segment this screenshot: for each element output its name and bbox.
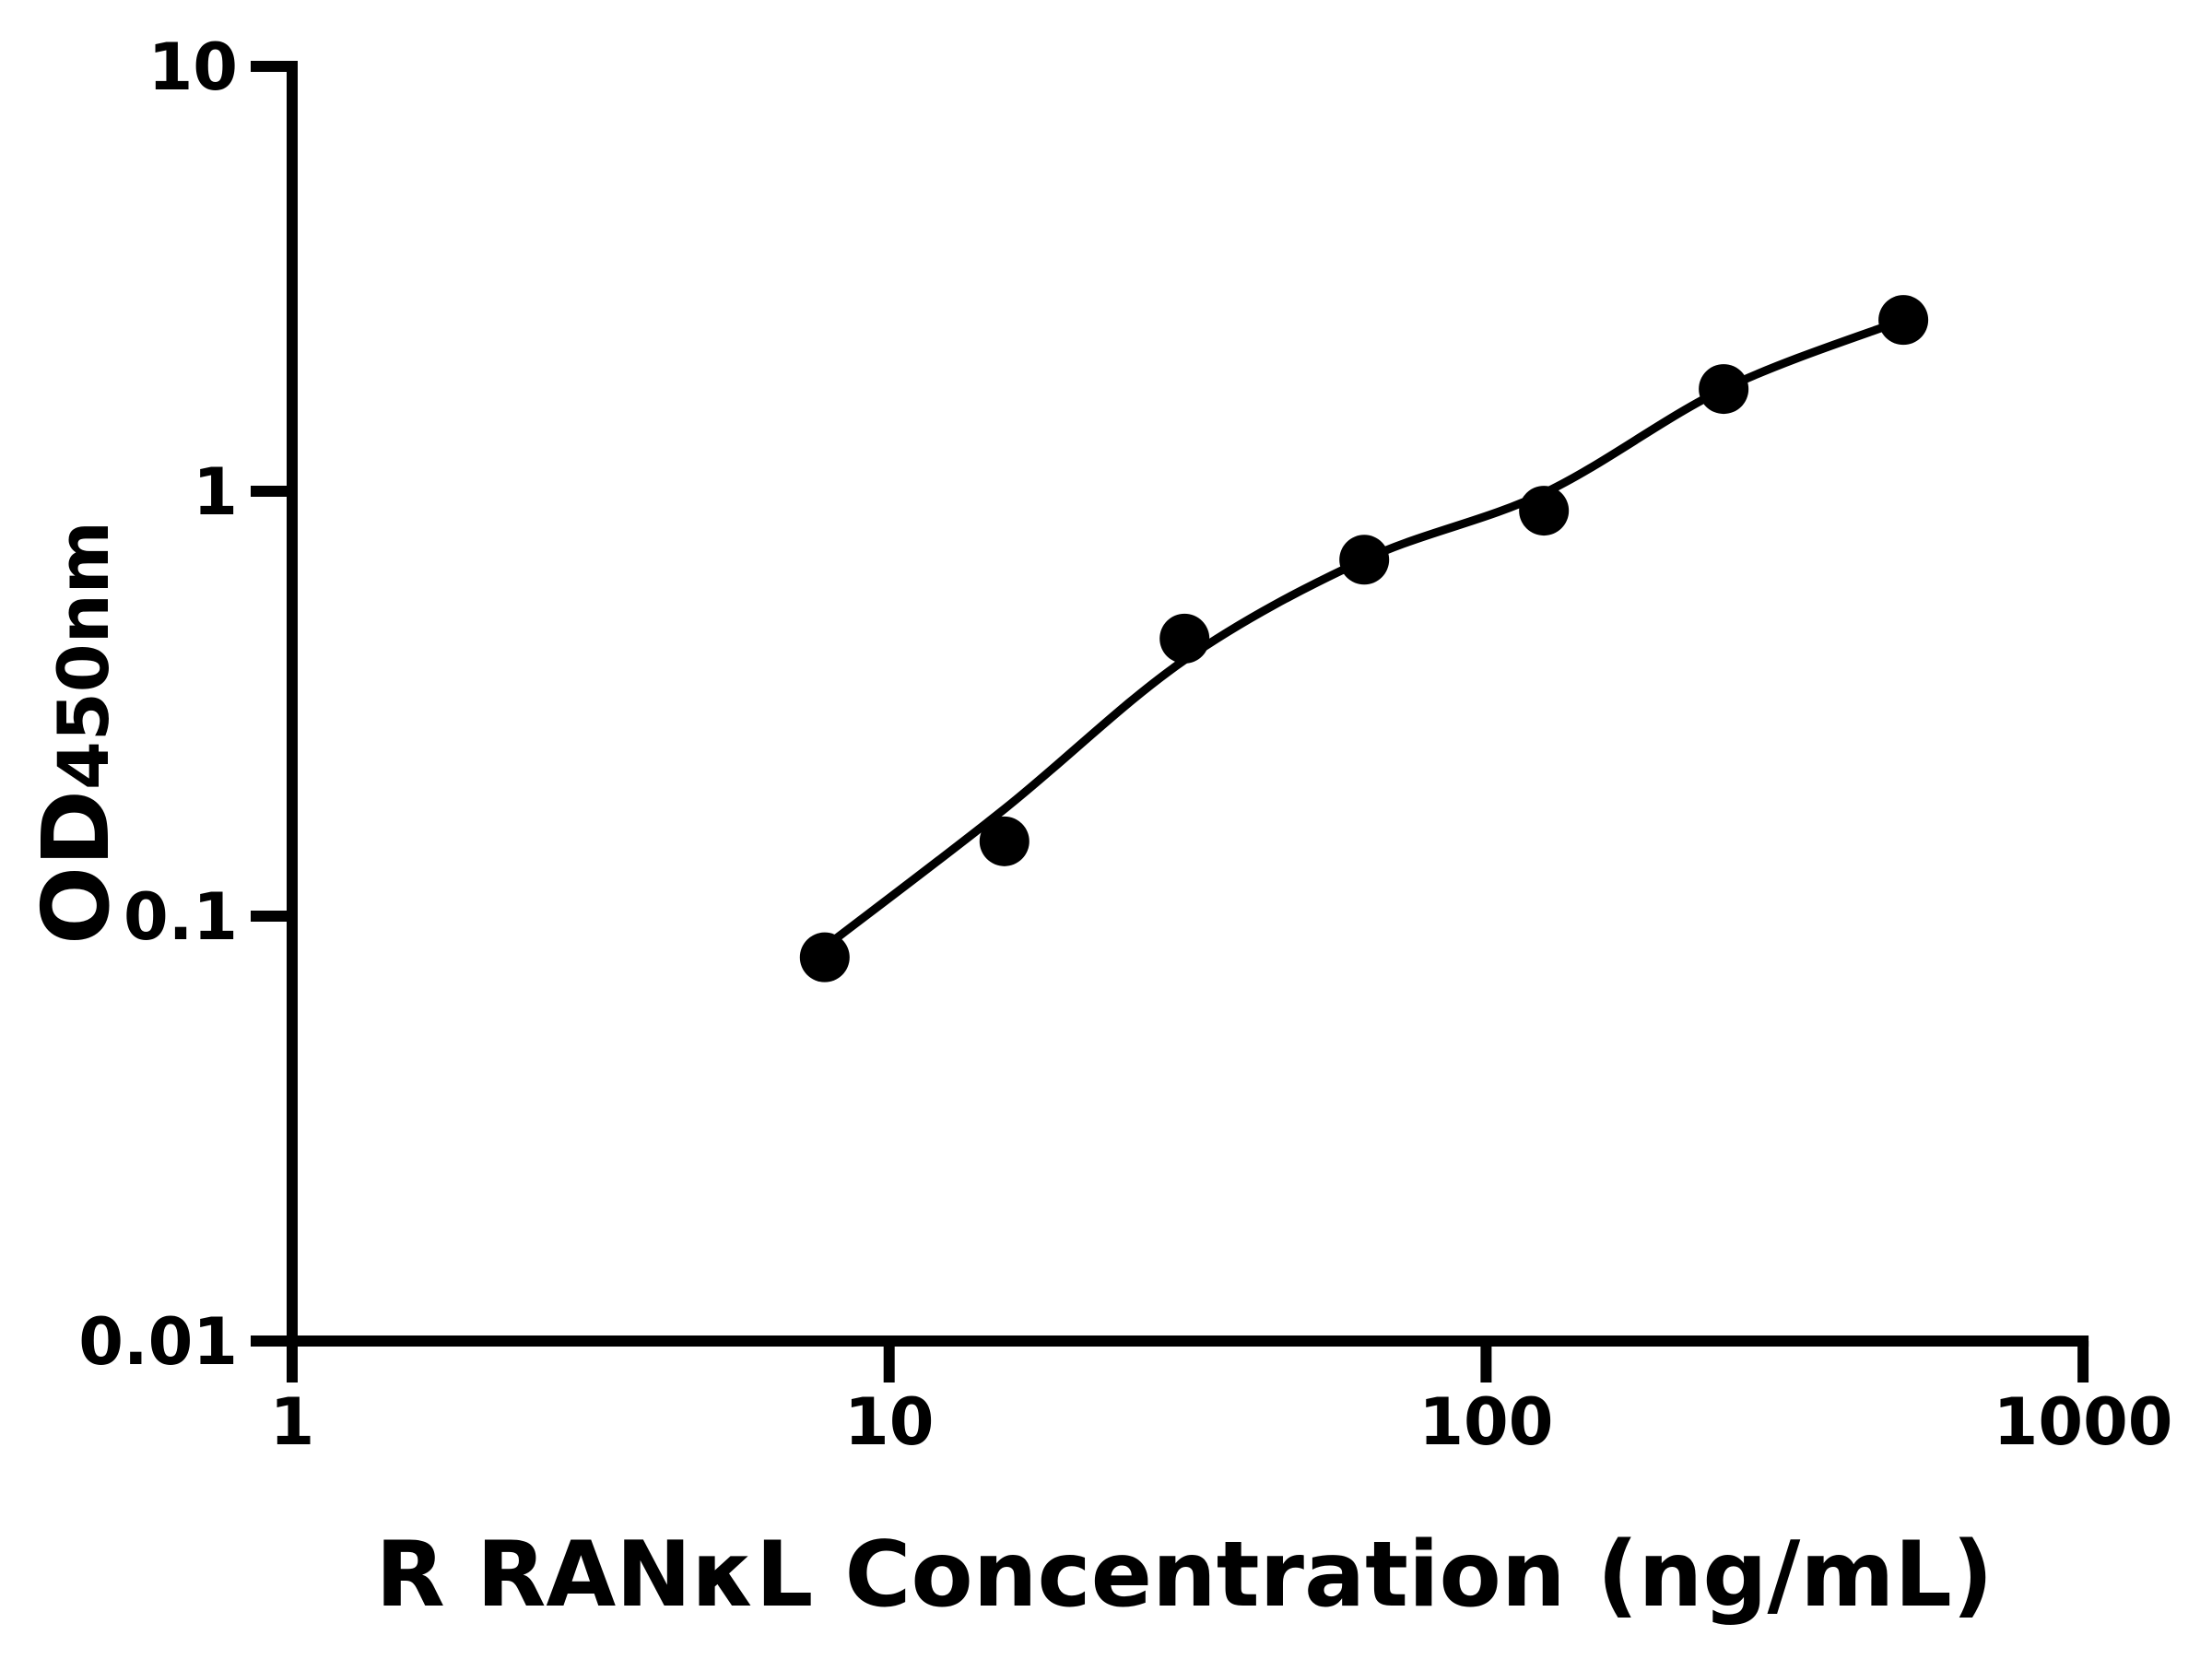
y-axis-title-main: OD xyxy=(22,790,130,945)
y-tick-label: 0.1 xyxy=(124,879,238,955)
data-point xyxy=(799,932,850,982)
axes-layer: 1 10 100 1000 0.01 0.1 1 10 xyxy=(78,29,2172,1460)
y-axis-title: OD450nm xyxy=(22,521,130,945)
x-tick-label: 1000 xyxy=(1994,1384,2173,1460)
y-axis-title-subscript: 450nm xyxy=(42,521,124,790)
y-tick-label: 10 xyxy=(148,29,238,105)
data-point xyxy=(979,816,1030,866)
y-tick-label: 1 xyxy=(193,454,238,530)
y-axis-title-group: OD450nm xyxy=(22,521,130,945)
x-tick-label: 10 xyxy=(844,1384,934,1460)
data-point xyxy=(1519,486,1570,536)
data-point xyxy=(1878,295,1929,346)
x-axis-title: R RANκL Concentration (ng/mL) xyxy=(375,1523,1993,1628)
data-point xyxy=(1699,364,1749,415)
x-tick-label: 100 xyxy=(1418,1384,1553,1460)
data-point xyxy=(1159,613,1210,664)
data-point xyxy=(1339,535,1390,585)
data-points-layer xyxy=(799,295,1929,982)
x-tick-label: 1 xyxy=(270,1384,315,1460)
y-tick-label: 0.01 xyxy=(78,1304,238,1380)
